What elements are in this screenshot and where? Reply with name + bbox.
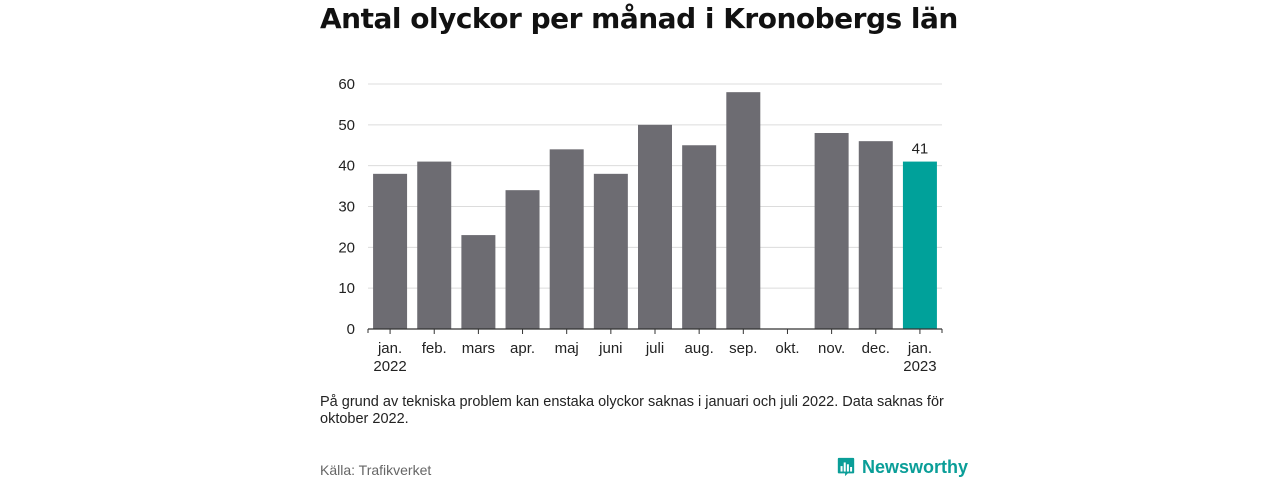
x-tick-label: 2022 [373,358,406,375]
y-tick-label: 20 [338,239,355,256]
bar [593,173,628,329]
chart-title: Antal olyckor per månad i Kronobergs län [320,2,958,35]
x-tick-label: juli [645,340,664,357]
source-text: Källa: Trafikverket [320,462,432,478]
x-tick-label: okt. [775,340,799,357]
x-tick-label: jan. [377,340,402,357]
x-tick-label: jan. [907,340,932,357]
y-tick-label: 40 [338,158,355,175]
bar [682,145,717,329]
bar [638,124,672,329]
bar [549,149,584,329]
x-tick-label: sep. [729,340,757,357]
x-tick-label: apr. [510,340,535,357]
x-tick-label: aug. [685,340,714,357]
brand-name: Newsworthy [862,456,969,477]
x-tick-label: juni [598,340,622,357]
bars [373,92,937,330]
chart-footnote: På grund av tekniska problem kan enstaka… [320,394,944,427]
x-tick-label: 2023 [903,358,936,375]
x-tick-label: mars [462,340,495,357]
bar [858,141,893,329]
bar [461,235,496,329]
bar [814,133,849,329]
x-tick-label: nov. [818,340,845,357]
y-tick-label: 50 [338,117,355,134]
bar [505,190,540,329]
x-tick-label: dec. [862,340,890,357]
y-tick-label: 30 [338,199,355,216]
data-label: 41 [912,141,929,158]
bar [902,161,937,329]
bar-chart-logo-icon [837,457,855,477]
data-labels: 41 [912,141,929,158]
x-tick-label: feb. [422,340,447,357]
newsworthy-logo[interactable]: Newsworthy [836,455,968,479]
bar [417,161,452,329]
x-tick-label: maj [555,340,579,357]
y-tick-label: 60 [338,76,355,93]
y-tick-label: 0 [347,321,355,338]
y-axis: 0 10 20 30 40 50 60 [338,76,355,338]
bar [726,92,761,330]
bar [373,173,408,329]
y-tick-label: 10 [338,280,355,297]
